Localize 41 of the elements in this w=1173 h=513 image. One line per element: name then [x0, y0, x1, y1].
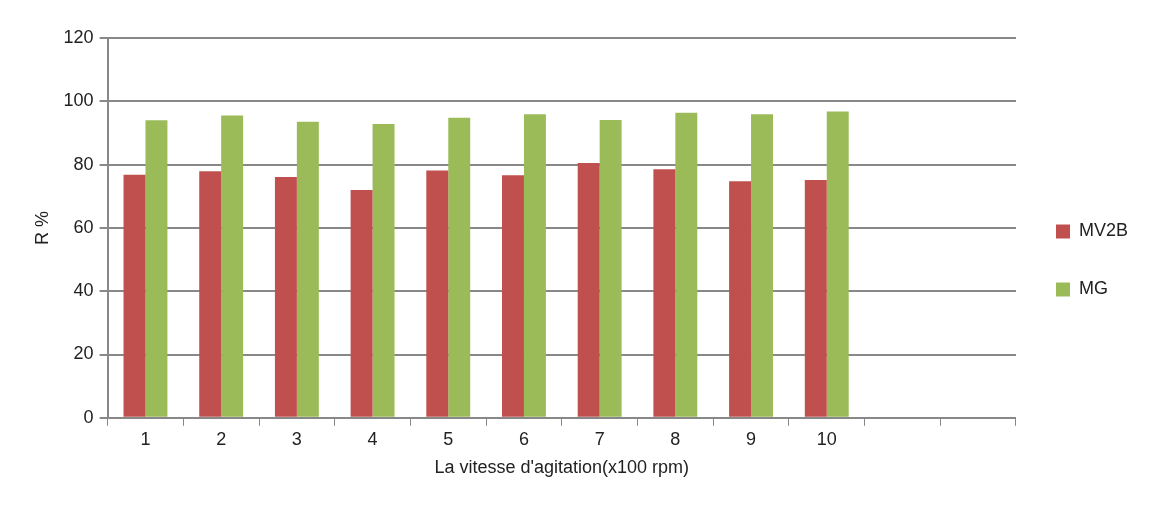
x-tick-label: 6 [518, 428, 529, 449]
x-tick-label: 5 [443, 428, 454, 449]
bar [221, 115, 244, 417]
bar [729, 181, 752, 417]
bar [599, 119, 622, 417]
bar [502, 175, 524, 417]
bar [296, 121, 319, 417]
bar [804, 180, 827, 417]
x-tick-label: 8 [670, 428, 681, 449]
bar [372, 124, 395, 417]
bar [523, 114, 546, 417]
bar [448, 117, 471, 417]
x-tick-label: 10 [816, 428, 837, 449]
bar [145, 120, 168, 417]
y-tick-label: 40 [73, 280, 94, 301]
x-tick-label: 9 [746, 428, 757, 449]
bar [350, 189, 373, 417]
y-tick-label: 20 [73, 343, 94, 364]
legend-label: MV2B [1078, 220, 1129, 241]
y-tick-label: 120 [63, 26, 94, 47]
bar [577, 163, 600, 417]
x-tick-label: 2 [216, 428, 227, 449]
bar [675, 112, 698, 417]
bar [826, 111, 849, 417]
bar [426, 170, 449, 417]
y-axis-title: R % [31, 210, 52, 245]
bar [653, 169, 676, 417]
y-tick-label: 60 [73, 216, 94, 237]
x-tick-label: 3 [291, 428, 302, 449]
x-axis-title: La vitesse d'agitation(x100 rpm) [434, 457, 690, 478]
x-tick-label: 1 [140, 428, 151, 449]
x-tick-label: 7 [594, 428, 605, 449]
bar [123, 174, 146, 417]
y-tick-label: 80 [73, 153, 94, 174]
bar [199, 171, 222, 417]
y-tick-label: 100 [63, 90, 94, 111]
bar [274, 176, 297, 417]
x-tick-label: 4 [367, 428, 378, 449]
legend-label: MG [1078, 278, 1108, 299]
y-tick-label: 0 [83, 406, 94, 427]
bar [751, 114, 773, 417]
